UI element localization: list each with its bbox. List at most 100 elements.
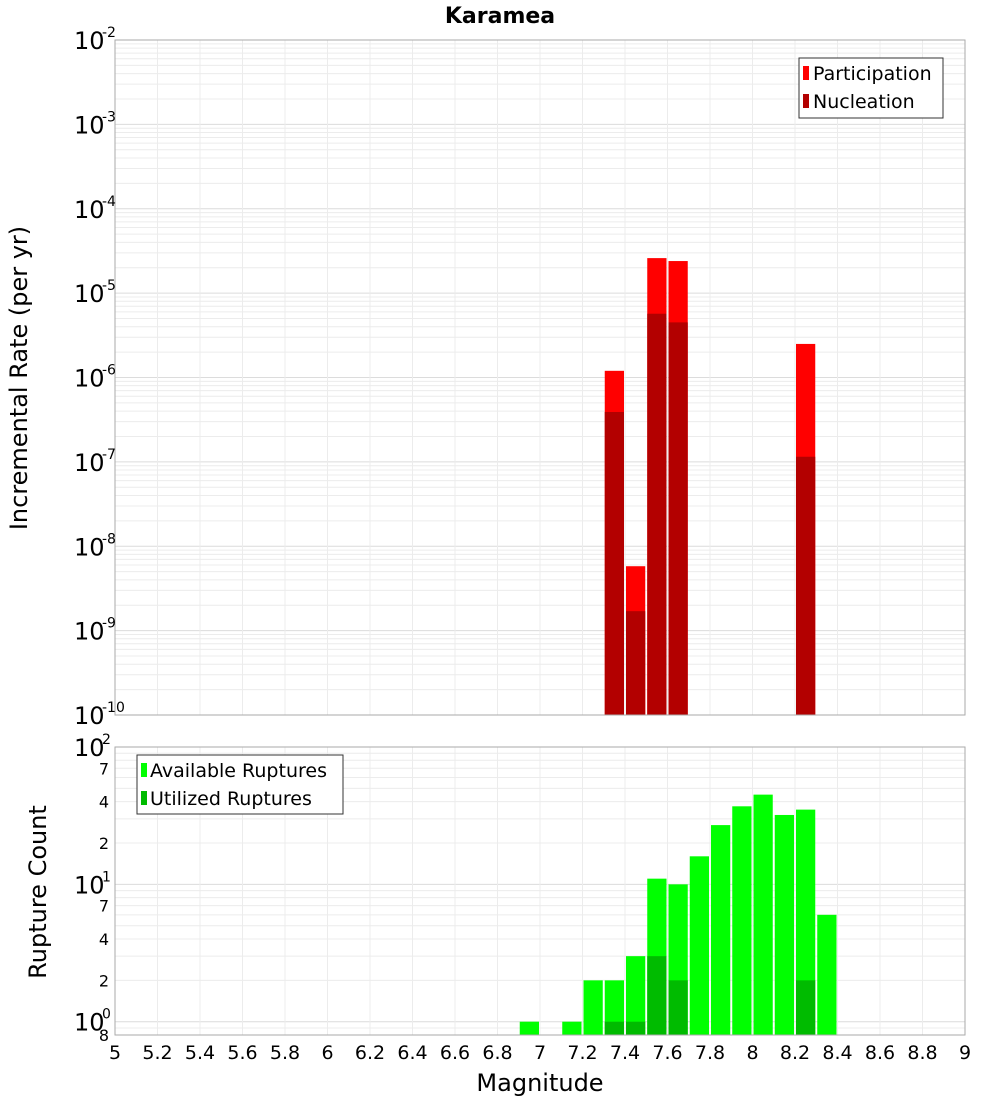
y-decade-tick-label: 10 <box>74 365 105 393</box>
nucleation-bar <box>796 456 816 715</box>
available-ruptures-bar <box>817 914 837 1035</box>
x-tick-label: 9 <box>959 1042 971 1064</box>
rate-bars <box>604 258 816 715</box>
y-minor-tick-label: 4 <box>99 930 109 949</box>
available-ruptures-bar <box>732 806 752 1035</box>
y-tick-exponent: -10 <box>102 700 125 716</box>
x-tick-label: 7.2 <box>567 1042 597 1064</box>
y-minor-tick-label: 4 <box>99 793 109 812</box>
y-decade-tick-label: 10 <box>74 734 105 762</box>
x-tick-label: 7.8 <box>695 1042 725 1064</box>
available-ruptures-bar <box>604 980 624 1035</box>
nucleation-bar <box>626 611 646 715</box>
x-tick-label: 8 <box>746 1042 758 1064</box>
utilized-legend-swatch <box>141 791 147 805</box>
utilized-legend-label: Utilized Ruptures <box>150 788 312 810</box>
available-ruptures-bar <box>519 1021 539 1035</box>
x-tick-label: 5.2 <box>142 1042 172 1064</box>
y-minor-tick-label: 2 <box>99 834 109 853</box>
x-axis-label: Magnitude <box>476 1069 603 1097</box>
y-minor-tick-label: 7 <box>99 897 109 916</box>
count-y-axis-label: Rupture Count <box>24 805 52 979</box>
count-bars <box>519 794 837 1035</box>
y-tick-exponent: -4 <box>102 194 116 210</box>
y-decade-tick-label: 10 <box>74 280 105 308</box>
y-tick-exponent: -8 <box>102 531 116 547</box>
x-tick-label: 8.8 <box>907 1042 937 1064</box>
x-tick-label: 5 <box>109 1042 121 1064</box>
available-ruptures-bar <box>562 1021 582 1035</box>
y-tick-exponent: -3 <box>102 109 116 125</box>
x-tick-label: 8.2 <box>780 1042 810 1064</box>
y-tick-exponent: -5 <box>102 278 116 294</box>
y-tick-exponent: -2 <box>102 25 116 41</box>
participation-legend-swatch <box>803 66 809 80</box>
utilized-ruptures-bar <box>647 956 667 1035</box>
x-tick-label: 8.4 <box>822 1042 852 1064</box>
rate-legend-box <box>798 57 944 119</box>
available-legend-label: Available Ruptures <box>150 760 327 782</box>
available-legend-swatch <box>141 763 147 777</box>
x-tick-label: 8.6 <box>865 1042 895 1064</box>
x-tick-label: 7.4 <box>610 1042 640 1064</box>
count-plot-border <box>114 746 966 1036</box>
y-decade-tick-label: 10 <box>74 871 105 899</box>
y-decade-tick-label: 10 <box>74 27 105 55</box>
y-decade-tick-label: 10 <box>74 618 105 646</box>
y-decade-tick-label: 10 <box>74 1009 105 1037</box>
chart-title: Karamea <box>445 4 555 29</box>
x-tick-label: 5.6 <box>227 1042 257 1064</box>
x-tick-label: 7 <box>534 1042 546 1064</box>
rate-y-axis-label: Incremental Rate (per yr) <box>5 226 33 530</box>
y-minor-tick-label: 8 <box>99 1026 109 1045</box>
available-ruptures-bar <box>711 825 731 1035</box>
x-tick-label: 5.4 <box>185 1042 215 1064</box>
y-decade-tick-label: 10 <box>74 196 105 224</box>
participation-legend-label: Participation <box>813 63 932 85</box>
count-legend-box <box>136 754 344 815</box>
available-ruptures-bar <box>753 794 773 1035</box>
x-tick-label: 6.4 <box>397 1042 427 1064</box>
x-tick-label: 6 <box>321 1042 333 1064</box>
available-ruptures-bar <box>626 956 646 1035</box>
count-x-ticks: 5 5.2 5.4 5.6 5.8 6 6.2 6.4 6.6 6.8 7 7.2 7.4 7.6 7.8 8… <box>109 1042 971 1064</box>
nucleation-legend-label: Nucleation <box>813 91 915 113</box>
rate-legend: Participation Nucleation <box>798 57 944 119</box>
count-legend: Available Ruptures Utilized Ruptures <box>136 754 344 815</box>
rate-plot-border <box>114 39 966 716</box>
y-decade-tick-label: 10 <box>74 702 105 730</box>
x-tick-label: 6.6 <box>440 1042 470 1064</box>
nucleation-legend-swatch <box>803 94 809 108</box>
y-tick-exponent: -7 <box>102 447 116 463</box>
available-ruptures-bar <box>774 814 794 1035</box>
available-ruptures-bar <box>689 856 709 1035</box>
x-tick-label: 6.2 <box>355 1042 385 1064</box>
rate-grid <box>114 39 966 716</box>
y-decade-tick-label: 10 <box>74 449 105 477</box>
y-tick-exponent: 0 <box>102 1007 111 1023</box>
nucleation-bar <box>604 412 624 715</box>
nucleation-bar <box>668 322 688 715</box>
available-ruptures-bar <box>583 980 603 1035</box>
utilized-ruptures-bar <box>668 980 688 1035</box>
x-tick-label: 7.6 <box>652 1042 682 1064</box>
utilized-ruptures-bar <box>604 1021 624 1035</box>
y-minor-tick-label: 2 <box>99 971 109 990</box>
x-tick-label: 5.8 <box>270 1042 300 1064</box>
y-tick-exponent: -6 <box>102 363 116 379</box>
y-decade-tick-label: 10 <box>74 111 105 139</box>
y-minor-tick-label: 7 <box>99 759 109 778</box>
x-tick-label: 6.8 <box>482 1042 512 1064</box>
y-tick-exponent: 1 <box>102 869 111 885</box>
y-tick-exponent: -9 <box>102 616 116 632</box>
available-ruptures-bar <box>796 809 816 1035</box>
nucleation-bar <box>647 313 667 715</box>
utilized-ruptures-bar <box>796 980 816 1035</box>
utilized-ruptures-bar <box>626 1021 646 1035</box>
y-decade-tick-label: 10 <box>74 533 105 561</box>
